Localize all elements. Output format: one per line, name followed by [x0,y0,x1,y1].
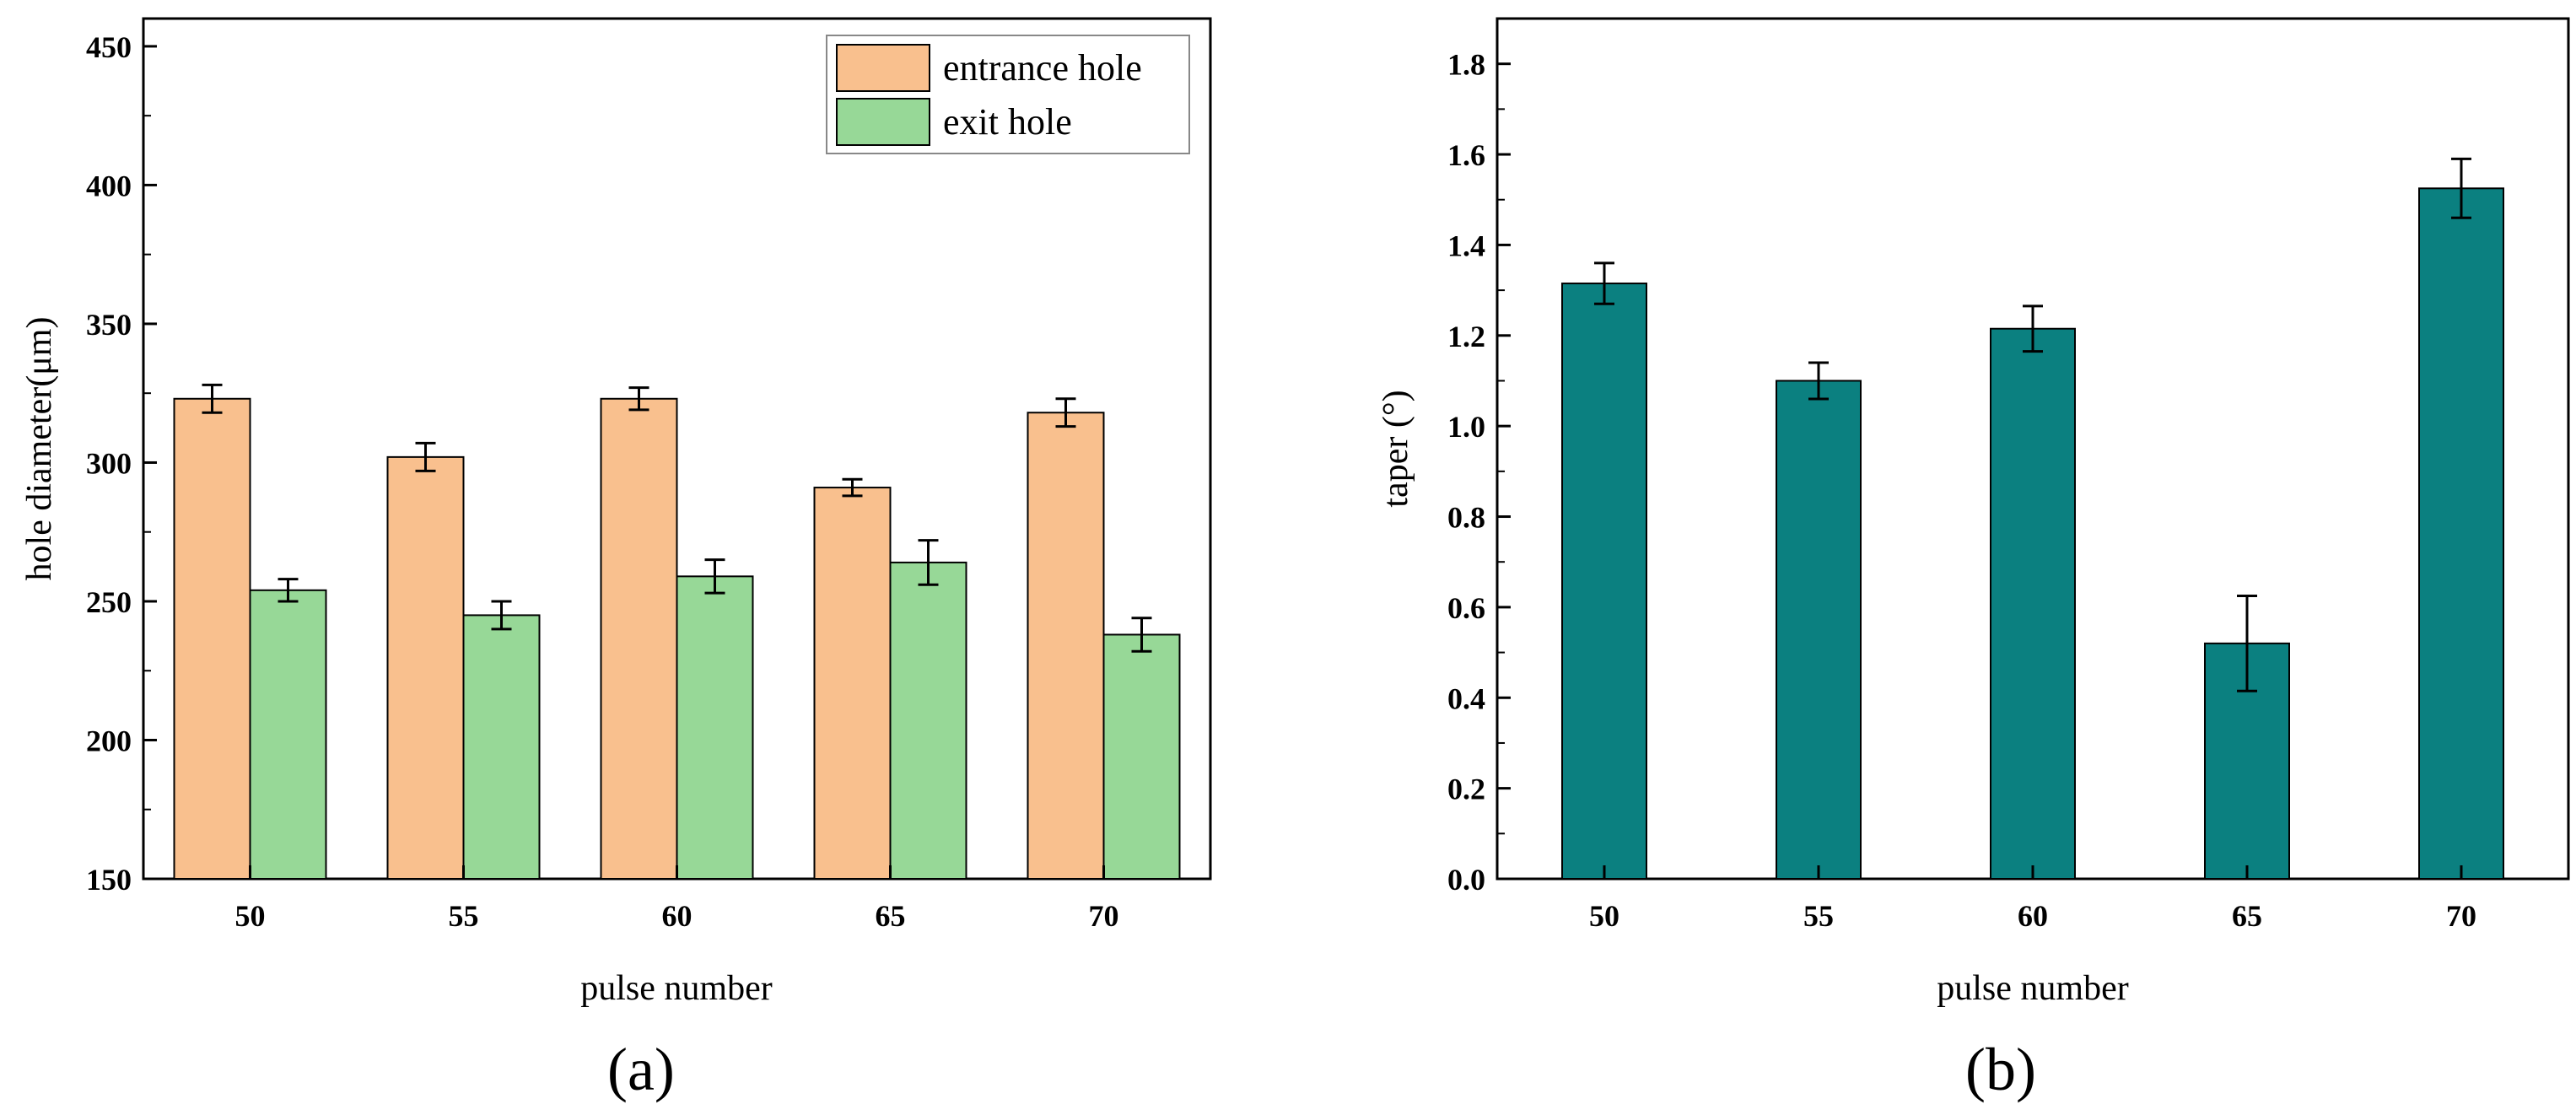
panel-b-y-axis-title: taper (°) [1377,390,1415,507]
y-tick-label: 250 [86,585,132,619]
y-tick-label: 1.4 [1447,229,1485,262]
y-tick-label: 0.6 [1447,591,1485,625]
bar-taper-60 [1990,327,2076,881]
bar-entrance-hole-70 [1027,412,1105,880]
bar-entrance-hole-65 [813,487,892,880]
panel-a-x-axis-title: pulse number [580,969,772,1008]
y-tick-label: 200 [86,724,132,757]
bar-taper-55 [1776,380,1862,880]
x-tick-label: 50 [1589,899,1619,933]
bar-entrance-hole-60 [600,397,678,881]
y-tick-label: 1.6 [1447,138,1485,172]
bar-exit-hole-55 [462,614,541,881]
x-tick-label: 65 [876,899,906,933]
bar-exit-hole-50 [249,589,327,880]
bar-exit-hole-65 [889,561,967,880]
y-tick-label: 1.8 [1447,48,1485,82]
x-tick-label: 60 [2018,899,2048,933]
x-tick-label: 50 [235,899,266,933]
bar-exit-hole-70 [1102,633,1181,880]
bar-exit-hole-60 [676,575,754,881]
x-tick-label: 55 [449,899,479,933]
x-tick-label: 70 [2446,899,2476,933]
panel-b-chart: pulse number taper (°) (b) 0.0 0.2 0.4 0.6 0… [1377,17,2570,1103]
y-tick-label: 150 [86,863,132,897]
bar-taper-50 [1561,283,1647,881]
y-tick-label: 1.2 [1447,320,1485,353]
x-tick-label: 55 [1803,899,1834,933]
y-tick-label: 300 [86,446,132,480]
x-tick-label: 65 [2232,899,2262,933]
bar-entrance-hole-55 [386,455,465,880]
panel-a-legend: entrance hole exit hole [826,35,1190,154]
panel-a-chart: pulse number hole diameter(μm) (a) 150 20… [20,17,1212,1103]
panel-a-label: (a) [607,1036,675,1103]
bar-entrance-hole-50 [173,397,251,881]
y-tick-label: 0.4 [1447,681,1485,715]
panel-b-x-axis-title: pulse number [1937,969,2128,1008]
y-tick-label: 400 [86,169,132,202]
legend-label-exit-hole: exit hole [943,101,1072,143]
legend-swatch-entrance-hole [836,44,930,92]
x-tick-label: 60 [662,899,693,933]
panel-b-label: (b) [1965,1036,2036,1103]
y-tick-label: 0.8 [1447,501,1485,535]
x-tick-label: 70 [1089,899,1119,933]
panel-a-y-axis-title: hole diameter(μm) [20,317,59,581]
legend-swatch-exit-hole [836,98,930,146]
legend-label-entrance-hole: entrance hole [943,47,1142,89]
y-tick-label: 0.0 [1447,863,1485,897]
y-tick-label: 0.2 [1447,773,1485,806]
y-tick-label: 450 [86,30,132,64]
bar-taper-70 [2418,187,2504,880]
y-tick-label: 1.0 [1447,410,1485,444]
y-tick-label: 350 [86,308,132,342]
